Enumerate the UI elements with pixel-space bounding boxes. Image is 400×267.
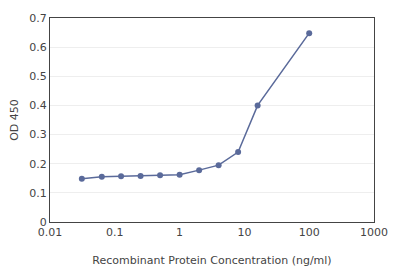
svg-text:Recombinant Protein Concentrat: Recombinant Protein Concentration (ng/ml… — [92, 254, 331, 267]
svg-text:0.6: 0.6 — [29, 41, 47, 54]
svg-text:1000: 1000 — [360, 226, 388, 239]
svg-text:0.01: 0.01 — [38, 226, 63, 239]
svg-text:0.5: 0.5 — [29, 70, 47, 83]
svg-text:0: 0 — [40, 216, 47, 229]
svg-text:OD 450: OD 450 — [8, 99, 21, 141]
svg-text:1: 1 — [176, 226, 183, 239]
svg-text:0.1: 0.1 — [106, 226, 124, 239]
svg-text:10: 10 — [237, 226, 251, 239]
svg-text:0.2: 0.2 — [29, 158, 47, 171]
svg-text:0.1: 0.1 — [29, 187, 47, 200]
svg-text:0.7: 0.7 — [29, 12, 47, 25]
svg-text:0.3: 0.3 — [29, 128, 47, 141]
svg-text:100: 100 — [299, 226, 320, 239]
svg-text:0.4: 0.4 — [29, 99, 47, 112]
